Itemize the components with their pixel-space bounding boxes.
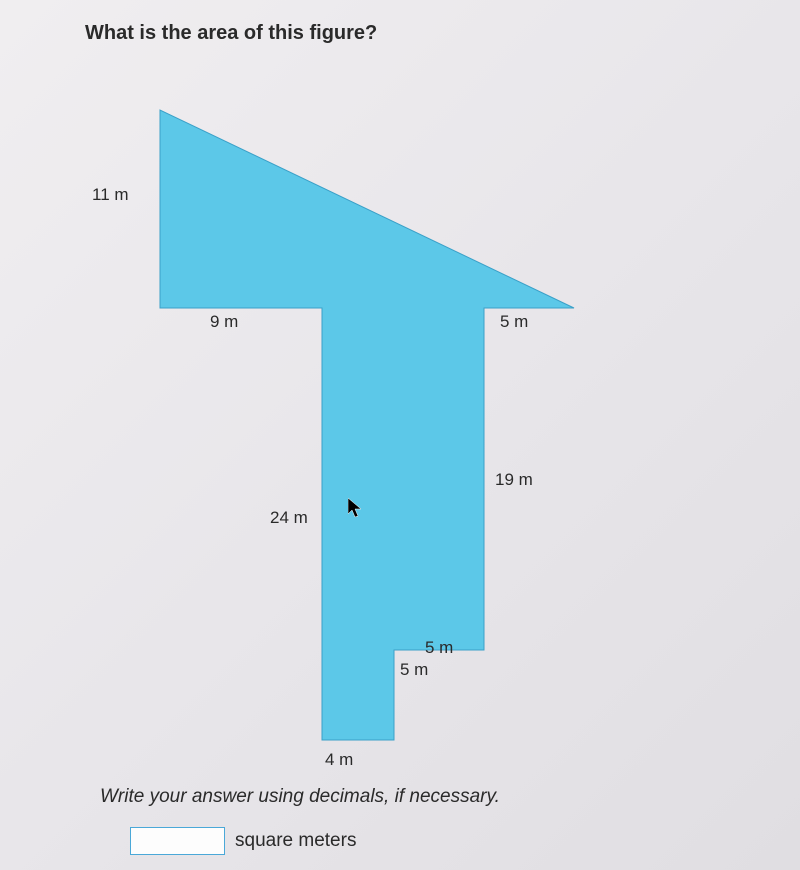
geometry-figure: 11 m9 m5 m19 m24 m5 m5 m4 m <box>130 90 630 770</box>
answer-row: square meters <box>130 827 356 855</box>
dimension-label: 9 m <box>210 312 238 332</box>
dimension-label: 5 m <box>500 312 528 332</box>
dimension-label: 24 m <box>270 508 308 528</box>
dimension-label: 19 m <box>495 470 533 490</box>
answer-input[interactable] <box>130 827 225 855</box>
dimension-label: 4 m <box>325 750 353 770</box>
instruction-text: Write your answer using decimals, if nec… <box>100 786 500 808</box>
figure-polygon <box>160 110 574 740</box>
dimension-label: 5 m <box>425 638 453 658</box>
figure-svg <box>130 90 630 770</box>
question-text: What is the area of this figure? <box>85 22 377 45</box>
dimension-label: 5 m <box>400 660 428 680</box>
dimension-label: 11 m <box>92 185 129 205</box>
answer-unit: square meters <box>235 830 356 852</box>
